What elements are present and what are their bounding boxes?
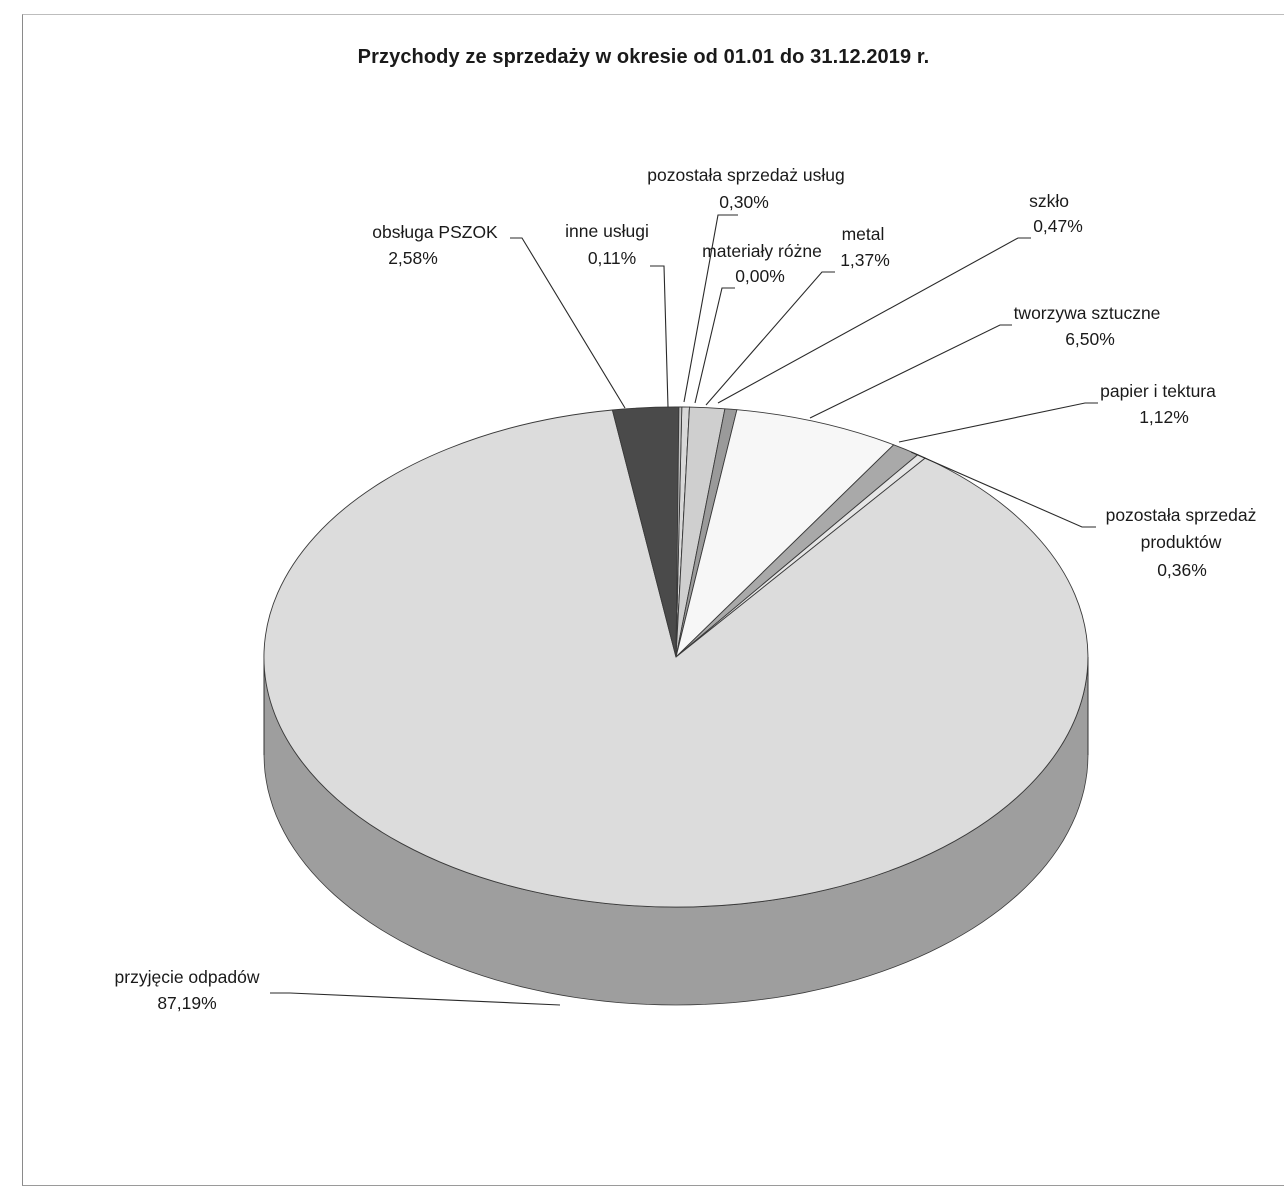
slice-label-przyjecie-odpadow: przyjęcie odpadów: [115, 967, 260, 987]
slice-label-materialy-rozne: materiały różne: [702, 241, 822, 261]
slice-value-tworzywa-sztuczne: 6,50%: [1065, 329, 1115, 349]
slice-label-metal: metal: [842, 224, 885, 244]
slice-value-obsluga-pszok: 2,58%: [388, 248, 438, 268]
leader-line-inne-uslugi: [650, 265, 669, 408]
slice-label-szklo: szkło: [1029, 191, 1069, 211]
pie-top-surface: [263, 406, 1089, 908]
slice-value-szklo: 0,47%: [1033, 216, 1083, 236]
slice-value-papier-i-tektura: 1,12%: [1139, 407, 1189, 427]
chart-frame: [22, 14, 1284, 1186]
slice-label-pozostala-sprzedaz-produktow: produktów: [1141, 532, 1222, 552]
leader-line-tworzywa-sztuczne: [809, 324, 1012, 419]
leader-line-pozostala-sprzedaz-uslug: [683, 214, 738, 403]
pie-slice-inne-uslugi: [675, 406, 683, 658]
leader-line-papier-i-tektura: [898, 402, 1098, 443]
leader-lines: [270, 214, 1098, 1006]
slice-label-pozostala-sprzedaz-produktow: pozostała sprzedaż: [1106, 505, 1257, 525]
slice-label-tworzywa-sztuczne: tworzywa sztuczne: [1014, 303, 1161, 323]
slice-label-inne-uslugi: inne usługi: [565, 221, 649, 241]
leader-line-przyjecie-odpadow: [270, 992, 561, 1006]
leader-line-szklo: [717, 237, 1031, 404]
slice-labels: pozostała sprzedaż usług 0,30% materiały r…: [115, 165, 1257, 1013]
leader-line-obsluga-pszok: [510, 237, 626, 409]
leader-line-pozostala-sprzedaz-produktow: [910, 451, 1096, 528]
pie-slice-przyjecie-odpadow: [263, 409, 1089, 908]
slice-value-pozostala-sprzedaz-uslug: 0,30%: [719, 192, 769, 212]
slice-value-inne-uslugi: 0,11%: [588, 248, 636, 268]
slice-value-materialy-rozne: 0,00%: [735, 266, 785, 286]
slice-label-pozostala-sprzedaz-uslug: pozostała sprzedaż usług: [647, 165, 844, 185]
slice-value-metal: 1,37%: [840, 250, 890, 270]
pie-slice-tworzywa-sztuczne: [675, 409, 895, 658]
slice-value-przyjecie-odpadow: 87,19%: [157, 993, 216, 1013]
leader-line-metal: [705, 271, 835, 406]
slice-label-obsluga-pszok: obsługa PSZOK: [372, 222, 498, 242]
slice-label-papier-i-tektura: papier i tektura: [1100, 381, 1216, 401]
chart-title: Przychody ze sprzedaży w okresie od 01.0…: [357, 46, 930, 68]
slice-value-pozostala-sprzedaz-produktow: 0,36%: [1157, 560, 1207, 580]
leader-line-materialy-rozne: [694, 287, 735, 404]
